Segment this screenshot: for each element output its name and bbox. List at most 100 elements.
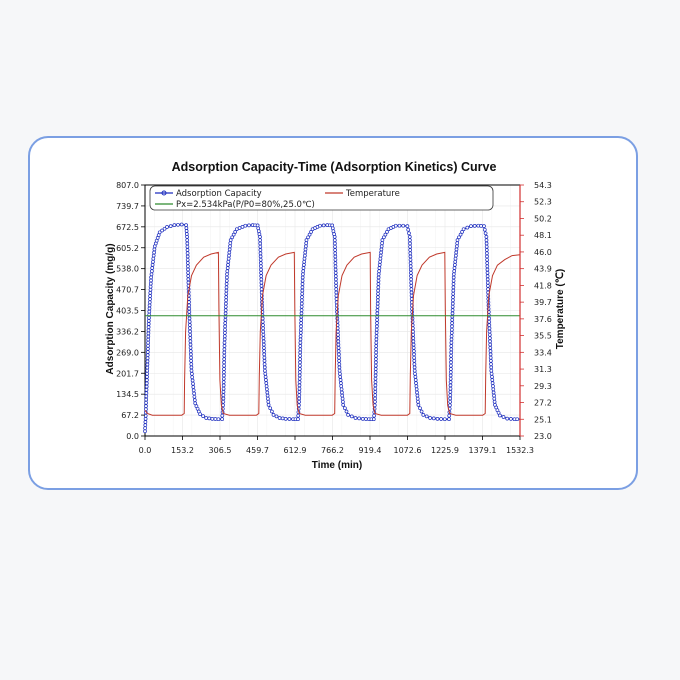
data-point-adsorption	[333, 271, 338, 275]
data-point-adsorption	[509, 417, 513, 421]
data-point-adsorption	[487, 323, 492, 327]
data-point-adsorption	[247, 223, 251, 228]
data-point-adsorption	[189, 359, 193, 363]
data-point-adsorption	[222, 373, 226, 378]
y-right-tick-label: 54.3	[534, 181, 552, 190]
data-point-adsorption	[485, 251, 489, 256]
data-point-adsorption	[297, 383, 302, 388]
data-point-adsorption	[449, 353, 453, 358]
data-point-adsorption	[303, 253, 307, 258]
data-point-adsorption	[515, 417, 520, 422]
data-point-adsorption	[448, 399, 453, 404]
data-point-adsorption	[501, 415, 506, 419]
data-point-adsorption	[298, 363, 302, 368]
data-point-adsorption	[243, 223, 248, 228]
data-point-adsorption	[223, 327, 227, 332]
data-point-adsorption	[490, 381, 495, 385]
data-point-adsorption	[185, 254, 190, 259]
data-point-adsorption	[334, 284, 338, 288]
data-point-adsorption	[258, 254, 263, 259]
data-point-adsorption	[266, 403, 271, 407]
data-point-adsorption	[505, 416, 510, 421]
data-point-adsorption	[191, 385, 196, 389]
data-point-adsorption	[296, 417, 300, 422]
data-point-adsorption	[302, 259, 307, 264]
data-point-adsorption	[408, 238, 412, 243]
data-point-adsorption	[374, 344, 379, 348]
data-point-adsorption	[419, 409, 424, 414]
data-point-adsorption	[259, 267, 263, 272]
data-point-adsorption	[334, 280, 338, 285]
y-left-tick-label: 672.5	[116, 223, 139, 232]
data-point-adsorption	[451, 278, 456, 283]
data-point-adsorption	[483, 231, 488, 236]
data-point-adsorption	[413, 378, 418, 382]
data-point-adsorption	[414, 384, 419, 389]
data-point-adsorption	[488, 339, 492, 344]
data-point-adsorption	[455, 241, 460, 246]
data-point-adsorption	[302, 256, 307, 261]
data-point-adsorption	[397, 223, 402, 228]
data-point-adsorption	[492, 393, 496, 398]
data-point-adsorption	[449, 334, 454, 339]
data-point-adsorption	[223, 321, 228, 325]
data-point-adsorption	[146, 322, 151, 326]
data-point-adsorption	[373, 399, 377, 404]
data-point-adsorption	[298, 331, 303, 335]
data-point-adsorption	[216, 417, 221, 422]
data-point-adsorption	[375, 308, 380, 312]
data-point-adsorption	[303, 247, 308, 252]
data-point-adsorption	[333, 248, 337, 252]
data-point-adsorption	[146, 343, 150, 348]
data-point-adsorption	[227, 250, 232, 255]
data-point-adsorption	[337, 352, 341, 357]
data-point-adsorption	[186, 270, 190, 275]
data-point-adsorption	[376, 272, 381, 277]
data-point-adsorption	[299, 308, 304, 312]
data-point-adsorption	[179, 222, 184, 227]
data-point-adsorption	[223, 331, 227, 335]
data-point-adsorption	[485, 274, 490, 278]
data-point-adsorption	[472, 224, 477, 228]
legend-box	[149, 185, 494, 211]
data-point-adsorption	[484, 238, 489, 243]
data-point-adsorption	[488, 336, 492, 340]
data-point-adsorption	[448, 380, 453, 384]
data-point-adsorption	[299, 321, 303, 325]
data-point-adsorption	[451, 291, 456, 296]
data-point-adsorption	[408, 251, 413, 256]
data-point-adsorption	[385, 230, 389, 234]
data-point-adsorption	[416, 403, 421, 407]
data-point-adsorption	[300, 275, 305, 280]
data-point-adsorption	[416, 399, 420, 404]
data-point-adsorption	[449, 347, 454, 352]
data-point-adsorption	[262, 349, 266, 353]
data-point-adsorption	[413, 375, 418, 379]
data-point-adsorption	[411, 339, 416, 344]
data-point-adsorption	[299, 301, 304, 306]
data-point-adsorption	[224, 285, 229, 290]
data-point-adsorption	[489, 371, 494, 376]
data-point-adsorption	[227, 247, 232, 252]
data-point-adsorption	[412, 362, 417, 367]
data-point-adsorption	[187, 323, 192, 327]
data-point-adsorption	[306, 235, 310, 240]
data-point-adsorption	[451, 282, 456, 286]
data-point-adsorption	[222, 363, 226, 368]
data-point-adsorption	[409, 293, 414, 298]
x-axis-label: Time (min)	[312, 460, 362, 471]
data-point-adsorption	[454, 250, 459, 255]
x-tick-label: 1225.9	[431, 446, 459, 455]
data-point-adsorption	[187, 310, 192, 314]
data-point-adsorption	[299, 311, 304, 316]
data-point-adsorption	[418, 406, 422, 411]
data-point-adsorption	[260, 319, 265, 324]
data-point-adsorption	[185, 241, 190, 246]
data-point-adsorption	[262, 365, 267, 370]
legend-label-adsorption: Adsorption Capacity	[176, 189, 262, 199]
data-point-adsorption	[485, 277, 490, 282]
data-point-adsorption	[296, 413, 301, 418]
data-point-adsorption	[461, 227, 466, 232]
data-point-adsorption	[145, 353, 150, 357]
